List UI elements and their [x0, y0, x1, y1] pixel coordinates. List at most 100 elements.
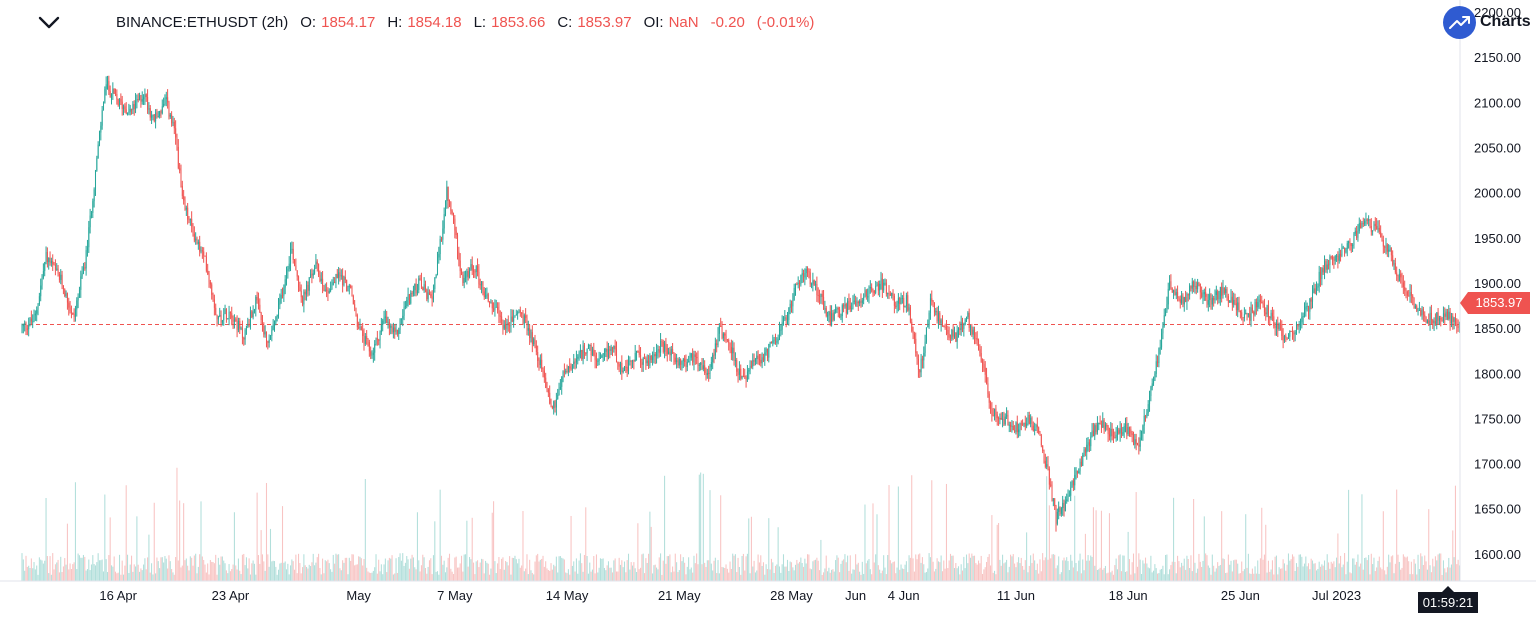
candle-body [1368, 219, 1370, 221]
volume-bar [752, 566, 754, 581]
candle-body [1257, 302, 1259, 308]
volume-bar [607, 561, 610, 581]
candle-body [848, 300, 850, 306]
candle-body [1135, 439, 1137, 445]
volume-bar [185, 558, 187, 581]
candle-body [1222, 287, 1224, 296]
candle-body [1020, 423, 1022, 425]
candle-body [738, 368, 740, 375]
brand-logo[interactable]: Charts [1443, 4, 1531, 40]
volume-bar [1174, 561, 1176, 581]
candle-body [1197, 282, 1199, 290]
volume-bar [402, 553, 404, 581]
volume-bar [140, 568, 142, 581]
candle-body [443, 214, 445, 229]
high-label: H: [387, 14, 403, 31]
volume-bar [211, 561, 213, 581]
time-axis[interactable]: 16 Apr 23 Apr May 7 May 14 May 21 May 28 May Ju… [99, 588, 1361, 603]
volume-bar [160, 557, 162, 581]
candle-body [506, 322, 508, 330]
volume-bar [303, 554, 305, 581]
volume-bar [1440, 553, 1442, 581]
candle-body [608, 349, 610, 357]
candle-body [1035, 424, 1037, 430]
volume-bar [593, 556, 595, 581]
volume-bar [1064, 560, 1066, 581]
volume-bar [143, 564, 145, 581]
volume-bar [479, 562, 481, 581]
candle-body [479, 284, 481, 286]
volume-bar [101, 559, 103, 581]
volume-bar [430, 558, 432, 581]
candle-body [721, 326, 723, 339]
volume-bar [733, 555, 735, 581]
candle-body [1265, 312, 1267, 315]
symbol-title[interactable]: BINANCE:ETHUSDT (2h) [116, 14, 289, 31]
volume-bar [1206, 555, 1208, 581]
candle-body [382, 320, 384, 325]
candle-body [1122, 431, 1124, 435]
candle-body [252, 311, 254, 318]
volume-bar [665, 563, 667, 581]
candle-body [152, 114, 154, 116]
volume-bar [1376, 567, 1378, 581]
candle-body [478, 271, 480, 285]
volume-bar [106, 572, 109, 581]
y-tick-label: 1700.00 [1474, 457, 1521, 472]
volume-bar [1328, 562, 1330, 581]
volume-bar [728, 572, 730, 581]
candle-body [307, 284, 309, 291]
candle-body [945, 327, 947, 330]
candle-body [144, 94, 146, 98]
volume-bar [1163, 574, 1165, 581]
candle-body [598, 358, 600, 361]
candle-body [823, 296, 825, 310]
candle-body [221, 320, 223, 323]
volume-bar [495, 573, 497, 581]
volume-bar [654, 564, 656, 581]
volume-bar [220, 556, 222, 581]
volume-bar [533, 574, 535, 581]
candle-body [1031, 417, 1033, 426]
volume-bar [1150, 555, 1152, 581]
candle-body [1096, 422, 1098, 433]
candle-body [873, 291, 875, 293]
volume-bar [328, 563, 330, 581]
volume-bar [70, 569, 72, 581]
candle-body [999, 417, 1001, 420]
candle-body [199, 241, 201, 252]
candle-body [781, 322, 783, 330]
candle-body [705, 373, 707, 375]
volume-bar [1052, 554, 1054, 581]
volume-bar [1217, 562, 1219, 581]
volume-bar [896, 567, 898, 581]
candle-body [266, 331, 268, 342]
price-axis[interactable]: 2200.002150.002100.002050.002000.001950.… [1474, 5, 1521, 562]
volume-bar [1132, 553, 1135, 581]
candle-body [200, 250, 202, 252]
volume-bar [1006, 559, 1008, 581]
collapse-legend-button[interactable] [36, 10, 62, 36]
candle-body [740, 368, 742, 379]
candle-body [702, 365, 704, 370]
volume-bar [65, 564, 67, 581]
volume-bar [1364, 558, 1366, 581]
volume-bar [172, 572, 174, 581]
volume-bar [1080, 573, 1082, 581]
volume-bar [428, 560, 430, 581]
volume-bar [1281, 568, 1283, 581]
volume-bar [957, 566, 960, 581]
volume-bar [387, 560, 389, 581]
volume-bar [566, 573, 568, 581]
volume-bar [518, 558, 520, 581]
volume-bar [1169, 569, 1171, 581]
candle-body [634, 352, 636, 362]
candle-body [1445, 311, 1447, 317]
volume-bar [1143, 563, 1145, 581]
candle-body [1036, 424, 1038, 428]
volume-bar [241, 554, 243, 581]
y-tick-label: 2150.00 [1474, 50, 1521, 65]
candle-body [167, 97, 169, 103]
volume-bar [780, 572, 782, 581]
